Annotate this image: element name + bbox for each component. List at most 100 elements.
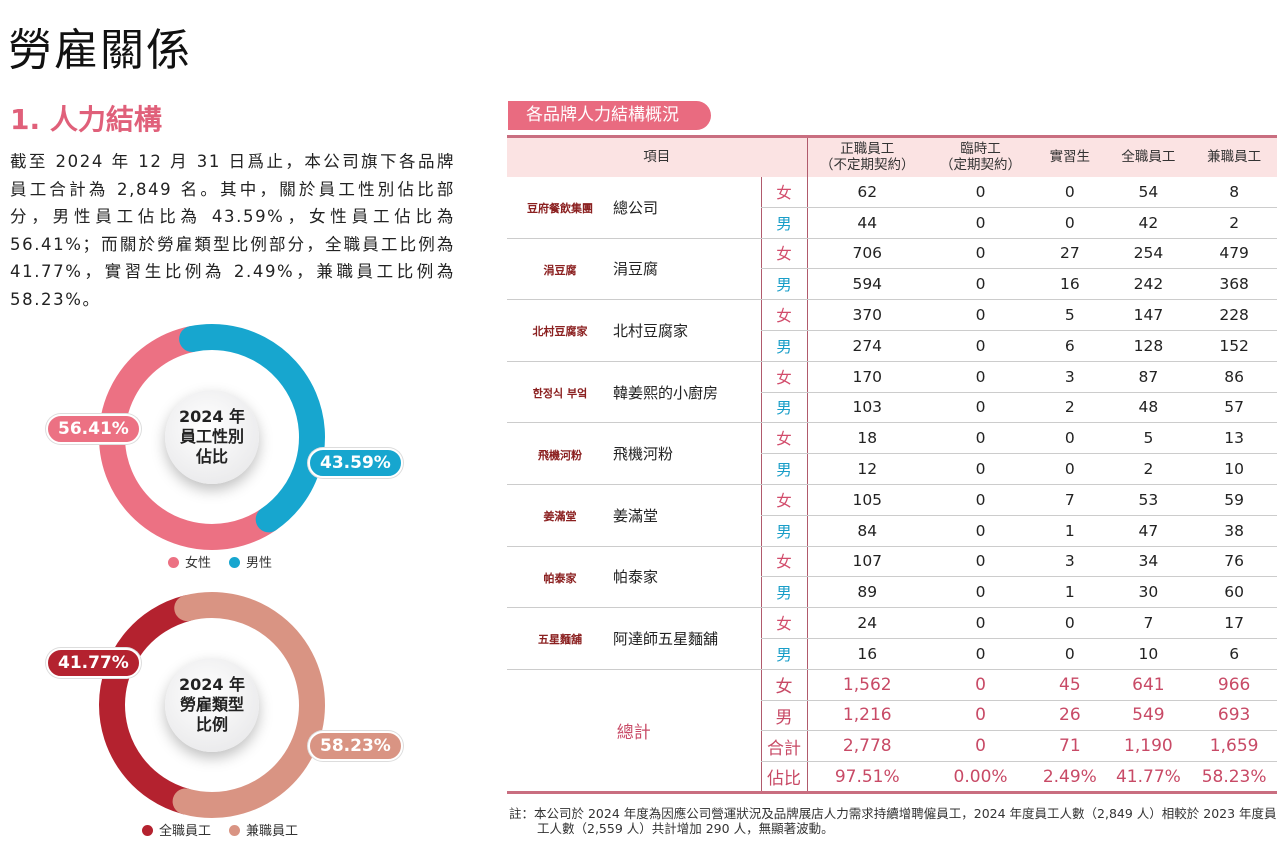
total-value-cell: 966: [1191, 669, 1277, 701]
brand-name: 北村豆腐家: [613, 299, 761, 362]
table-title: 各品牌人力結構概況: [508, 101, 711, 130]
brand-logo: 五星麵舖: [507, 607, 613, 670]
value-cell: 128: [1105, 330, 1192, 362]
brand-name: 阿達師五星麵舖: [613, 607, 761, 670]
brand-logo-icon: 北村豆腐家: [532, 325, 588, 339]
value-cell: 53: [1105, 484, 1192, 516]
donut-segment-男性: [179, 324, 325, 533]
table-row: 飛機河粉 飛機河粉女 18 0 0 5 13: [507, 422, 1277, 485]
value-cell: 274: [807, 330, 927, 362]
brand-logo-icon: 涓豆腐: [543, 263, 577, 277]
total-value-cell: 0: [927, 700, 1035, 732]
table-row: 男 44 0 0 42 2: [507, 207, 1277, 239]
brand-logo-icon: 飛機河粉: [538, 448, 582, 462]
value-cell: 10: [1191, 453, 1277, 485]
value-cell: 76: [1191, 546, 1277, 578]
total-value-cell: 2,778: [807, 730, 927, 763]
brand-workforce-table: 項目 正職員工 （不定期契約） 臨時工 （定期契約） 實習生 全職員工 兼職員工 豆府餐飲集…: [507, 135, 1277, 794]
value-cell: 5: [1034, 299, 1106, 331]
value-cell: 1: [1034, 515, 1106, 547]
value-cell: 59: [1191, 484, 1277, 516]
value-cell: 0: [927, 576, 1035, 609]
value-cell: 27: [1034, 238, 1106, 270]
gender-cell: 女: [760, 176, 808, 208]
value-cell: 47: [1105, 515, 1192, 547]
value-label-全職員工: 41.77%: [46, 648, 141, 678]
table-row: 男 594 0 16 242 368: [507, 268, 1277, 301]
value-label-兼職員工: 58.23%: [308, 731, 403, 761]
table-row: 姜滿堂 姜滿堂女 105 0 7 53 59: [507, 484, 1277, 547]
total-value-cell: 693: [1191, 700, 1277, 732]
brand-logo: 飛機河粉: [507, 422, 613, 485]
table-row: 五星麵舖 阿達師五星麵舖女 24 0 0 7 17: [507, 607, 1277, 670]
legend-label: 全職員工: [159, 824, 212, 839]
value-cell: 84: [807, 515, 927, 547]
brand-logo-icon: 姜滿堂: [543, 510, 577, 524]
brand-name: 韓姜熙的小廚房: [613, 361, 761, 424]
total-value-cell: 1,562: [807, 669, 927, 701]
value-cell: 16: [807, 638, 927, 670]
brand-logo: 姜滿堂: [507, 484, 613, 547]
total-row: 總計女 1,562 0 45 641 966: [507, 669, 1277, 794]
table-row: 豆府餐飲集團 總公司女 62 0 0 54 8: [507, 176, 1277, 239]
legend-item: 男性: [229, 552, 272, 571]
value-cell: 0: [927, 238, 1035, 270]
column-header: 臨時工 （定期契約）: [927, 135, 1035, 177]
table-row: 男 84 0 1 47 38: [507, 515, 1277, 547]
value-cell: 10: [1105, 638, 1192, 670]
legend-item: 全職員工: [142, 820, 211, 839]
value-cell: 16: [1034, 268, 1106, 301]
total-row-label: 合計: [760, 730, 808, 763]
chart-legend: 女性 男性: [168, 552, 272, 571]
center-line: 2024 年: [178, 675, 246, 694]
value-cell: 0: [927, 176, 1035, 208]
value-cell: 0: [1034, 638, 1106, 670]
value-cell: 60: [1191, 576, 1277, 609]
value-cell: 0: [1034, 207, 1106, 239]
gender-cell: 男: [760, 330, 808, 362]
column-header: 實習生: [1034, 135, 1106, 177]
value-cell: 0: [1034, 422, 1106, 455]
legend-dot-icon: [229, 557, 241, 568]
value-cell: 7: [1034, 484, 1106, 516]
gender-cell: 女: [760, 361, 808, 393]
brand-name: 總公司: [613, 176, 761, 239]
value-cell: 368: [1191, 268, 1277, 301]
value-cell: 0: [927, 515, 1035, 547]
donut-center-label: 2024 年員工性別 佔比: [165, 390, 259, 484]
value-cell: 0: [927, 330, 1035, 362]
value-cell: 89: [807, 576, 927, 609]
center-line: 勞雇類型: [179, 695, 244, 714]
table-row: 涓豆腐 涓豆腐女 706 0 27 254 479: [507, 238, 1277, 301]
value-cell: 0: [1034, 453, 1106, 485]
donut-center-label: 2024 年勞雇類型 比例: [165, 658, 259, 752]
donut-segment-女性: [99, 325, 282, 550]
value-cell: 34: [1105, 546, 1192, 578]
value-cell: 103: [807, 392, 927, 424]
value-cell: 17: [1191, 607, 1277, 639]
total-value-cell: 97.51%: [807, 761, 927, 794]
value-cell: 0: [927, 392, 1035, 424]
value-cell: 242: [1105, 268, 1192, 301]
legend-item: 女性: [168, 552, 211, 571]
value-cell: 86: [1191, 361, 1277, 393]
total-row-label: 男: [760, 700, 808, 732]
gender-cell: 男: [760, 207, 808, 239]
brand-name: 飛機河粉: [613, 422, 761, 485]
total-value-cell: 45: [1034, 669, 1106, 701]
donut-segment-全職員工: [99, 595, 201, 815]
value-cell: 228: [1191, 299, 1277, 331]
legend-item: 兼職員工: [229, 820, 298, 839]
value-cell: 152: [1191, 330, 1277, 362]
gender-cell: 男: [760, 638, 808, 670]
brand-logo: 한정식 부엌: [507, 361, 613, 424]
value-cell: 2: [1191, 207, 1277, 239]
value-cell: 18: [807, 422, 927, 455]
value-cell: 57: [1191, 392, 1277, 424]
gender-cell: 男: [760, 392, 808, 424]
gender-cell: 女: [760, 299, 808, 331]
brand-logo-icon: 五星麵舖: [538, 633, 582, 647]
value-cell: 48: [1105, 392, 1192, 424]
brand-name: 姜滿堂: [613, 484, 761, 547]
total-value-cell: 2.49%: [1034, 761, 1106, 794]
